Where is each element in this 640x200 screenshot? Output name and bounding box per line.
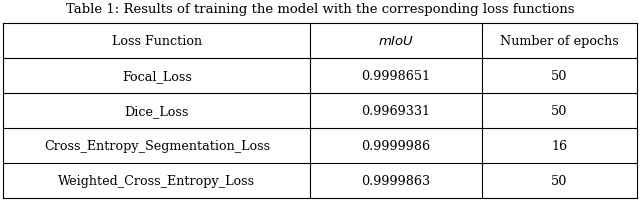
Text: 50: 50 [551,105,568,117]
Text: 0.9999863: 0.9999863 [362,174,431,187]
Text: Weighted_Cross_Entropy_Loss: Weighted_Cross_Entropy_Loss [58,174,255,187]
Text: Number of epochs: Number of epochs [500,35,618,48]
Text: Table 1: Results of training the model with the corresponding loss functions: Table 1: Results of training the model w… [66,3,574,16]
Text: 50: 50 [551,70,568,83]
Text: Dice_Loss: Dice_Loss [125,105,189,117]
Text: $mIoU$: $mIoU$ [378,35,414,48]
Text: 0.9998651: 0.9998651 [362,70,431,83]
Text: 50: 50 [551,174,568,187]
Text: 16: 16 [551,139,567,152]
Text: Focal_Loss: Focal_Loss [122,70,192,83]
Text: 0.9999986: 0.9999986 [362,139,431,152]
Text: Loss Function: Loss Function [112,35,202,48]
Text: 0.9969331: 0.9969331 [362,105,431,117]
Text: Cross_Entropy_Segmentation_Loss: Cross_Entropy_Segmentation_Loss [44,139,270,152]
